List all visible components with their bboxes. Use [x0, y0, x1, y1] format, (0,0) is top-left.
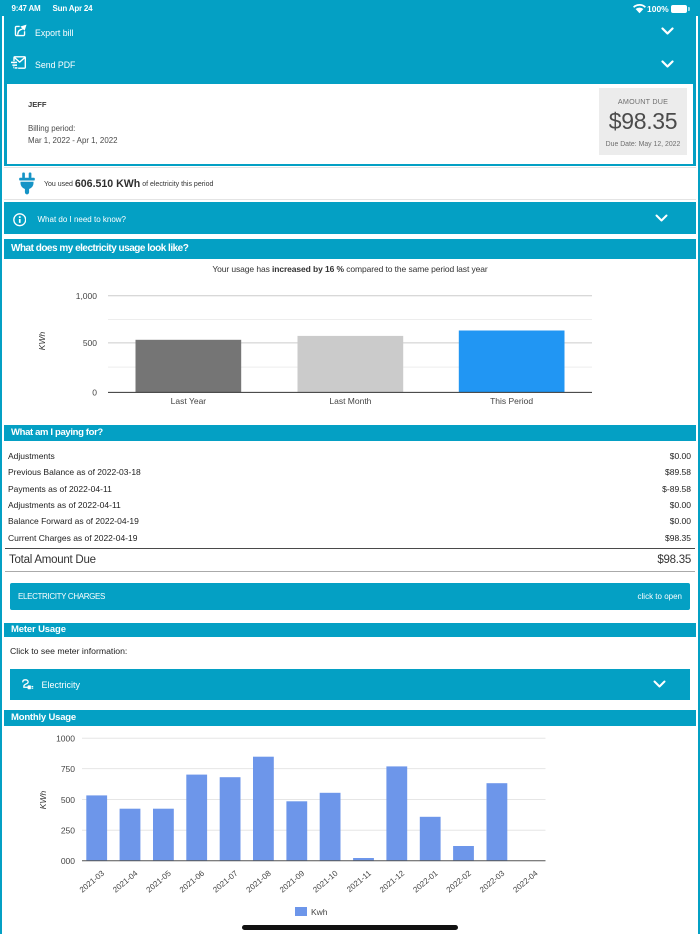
svg-text:2021-08: 2021-08 — [245, 868, 274, 894]
svg-text:2022-04: 2022-04 — [511, 868, 540, 894]
svg-text:2022-02: 2022-02 — [445, 868, 474, 894]
svg-text:Last Month: Last Month — [329, 396, 371, 406]
svg-text:2021-10: 2021-10 — [311, 868, 340, 894]
svg-text:2022-03: 2022-03 — [478, 868, 507, 894]
svg-text:KWh: KWh — [38, 791, 48, 810]
svg-text:2022-01: 2022-01 — [411, 868, 440, 894]
svg-text:This Period: This Period — [490, 396, 533, 406]
svg-text:KWh: KWh — [37, 332, 47, 351]
svg-text:2021-04: 2021-04 — [111, 868, 140, 894]
svg-text:500: 500 — [83, 338, 97, 348]
svg-text:2021-06: 2021-06 — [178, 868, 207, 894]
svg-text:1,000: 1,000 — [76, 291, 98, 301]
svg-text:250: 250 — [61, 826, 75, 836]
svg-text:1000: 1000 — [56, 734, 75, 744]
svg-text:750: 750 — [61, 764, 75, 774]
svg-text:0: 0 — [92, 388, 97, 398]
svg-text:2021-03: 2021-03 — [78, 868, 107, 894]
svg-text:2021-12: 2021-12 — [378, 868, 407, 894]
svg-text:2021-05: 2021-05 — [145, 868, 174, 894]
svg-text:Kwh: Kwh — [311, 907, 328, 917]
svg-text:000: 000 — [61, 856, 75, 866]
svg-text:2021-09: 2021-09 — [278, 868, 307, 894]
svg-text:2021-11: 2021-11 — [345, 868, 373, 894]
svg-text:2021-07: 2021-07 — [211, 868, 240, 894]
svg-text:500: 500 — [61, 795, 75, 805]
svg-text:Last Year: Last Year — [171, 396, 207, 406]
